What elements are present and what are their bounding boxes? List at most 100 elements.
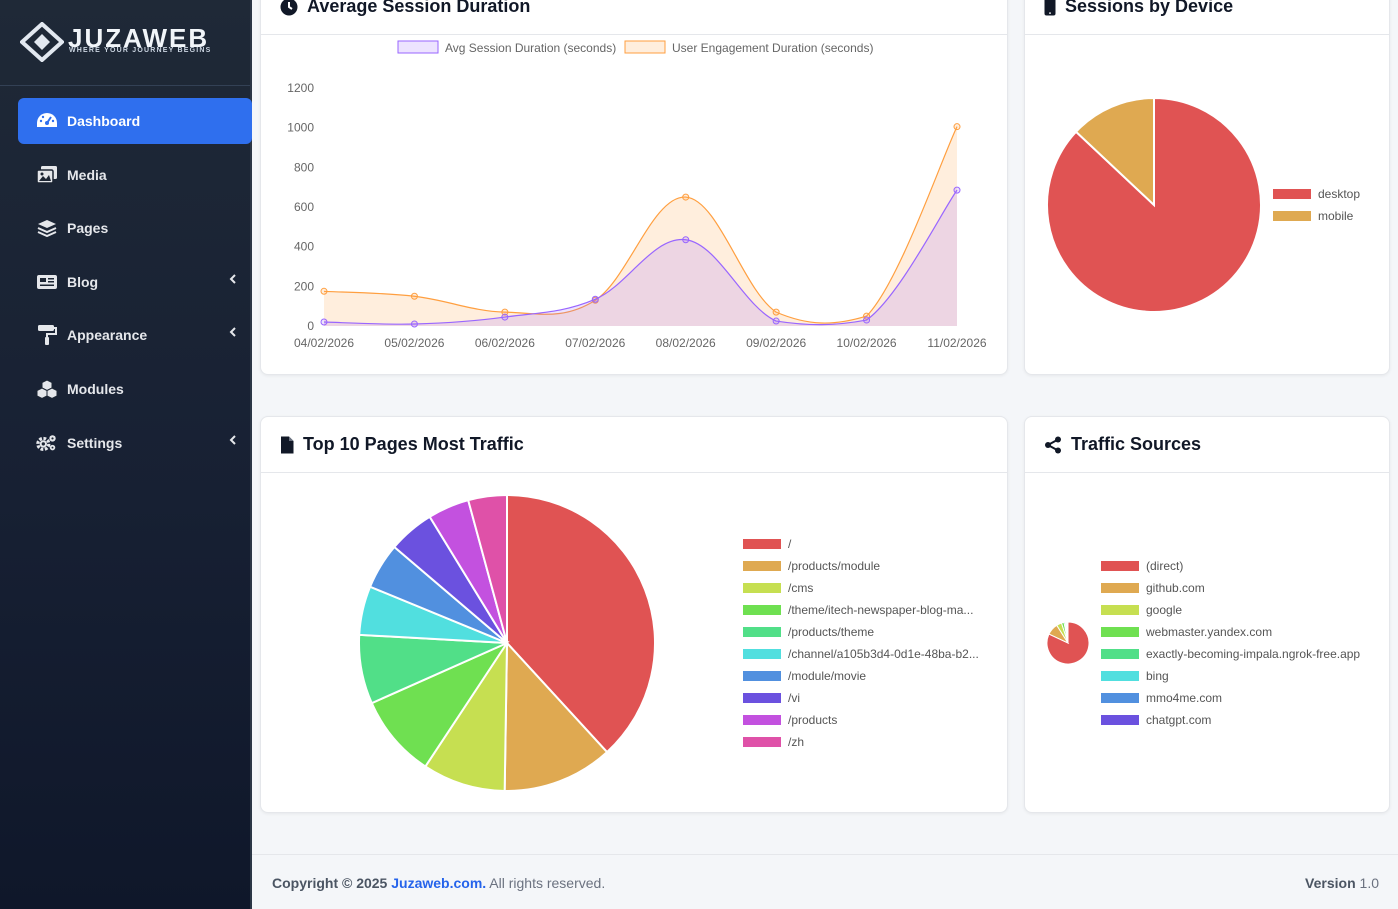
legend-item-products-theme[interactable]: /products/theme <box>743 625 874 639</box>
legend-item-mobile[interactable]: mobile <box>1273 209 1353 223</box>
legend-label: /zh <box>788 735 805 749</box>
legend-swatch <box>743 693 781 703</box>
legend-label: desktop <box>1318 187 1361 201</box>
legend-item-vi[interactable]: /vi <box>743 691 800 705</box>
pie-slice-cms[interactable] <box>423 639 509 792</box>
legend-swatch <box>1101 583 1139 593</box>
engagement-point[interactable] <box>410 292 418 300</box>
legend-label: /vi <box>788 691 800 705</box>
pie-slice-mobile[interactable] <box>1074 96 1155 208</box>
card-title: Top 10 Pages Most Traffic <box>303 434 524 454</box>
sidebar-item-settings[interactable]: Settings <box>18 420 252 466</box>
legend-item-zh[interactable]: /zh <box>743 735 804 749</box>
avg-session-point[interactable] <box>682 236 690 244</box>
sidebar-item-media[interactable]: Media <box>18 152 252 198</box>
legend-label: github.com <box>1146 581 1205 595</box>
legend-item-theme-itech-newspaper-blog-ma[interactable]: /theme/itech-newspaper-blog-ma... <box>743 603 973 617</box>
pie-slice-zh[interactable] <box>466 493 508 644</box>
legend-item-products-module[interactable]: /products/module <box>743 559 880 573</box>
legend-label: /products/module <box>788 559 881 573</box>
pie-slice-products-module[interactable] <box>503 640 609 792</box>
legend-swatch <box>743 627 781 637</box>
avg-session-point[interactable] <box>863 316 871 324</box>
legend-item-mmo4me-com[interactable]: mmo4me.com <box>1101 691 1222 705</box>
legend-item-google[interactable]: google <box>1101 603 1182 617</box>
engagement-point[interactable] <box>772 308 780 316</box>
pie-slice-root[interactable] <box>506 493 656 754</box>
sidebar-item-pages[interactable]: Pages <box>18 205 252 251</box>
copyright-text: Copyright © 2025 <box>272 875 388 891</box>
legend-label: (direct) <box>1146 559 1184 573</box>
brand-name: JUZAWEB <box>68 23 210 53</box>
legend-swatch <box>743 671 781 681</box>
sidebar-item-blog[interactable]: Blog <box>18 259 252 305</box>
sidebar-item-label: Media <box>67 166 107 183</box>
legend-label: /theme/itech-newspaper-blog-ma... <box>788 603 974 617</box>
engagement-line <box>323 126 958 324</box>
legend-item-root[interactable]: / <box>743 537 791 551</box>
card-header: Top 10 Pages Most Traffic <box>261 417 1007 473</box>
version-label: Version <box>1305 875 1356 891</box>
legend-label: webmaster.yandex.com <box>1146 625 1273 639</box>
legend-swatch <box>1101 627 1139 637</box>
site-link[interactable]: Juzaweb.com. <box>391 875 487 891</box>
legend-item-exactly-becoming-impala-ngrok-free-app[interactable]: exactly-becoming-impala.ngrok-free.app <box>1101 647 1360 661</box>
legend-label: google <box>1146 603 1183 617</box>
engagement-point[interactable] <box>320 287 328 295</box>
traffic-sources-pie-chart <box>1046 621 1090 665</box>
legend-swatch <box>1101 671 1139 681</box>
sidebar-item-dashboard[interactable]: Dashboard <box>18 98 252 144</box>
legend-avg-session-label[interactable]: Avg Session Duration (seconds) <box>445 41 616 55</box>
legend-swatch <box>743 649 781 659</box>
legend-swatch <box>743 539 781 549</box>
engagement-point[interactable] <box>501 308 509 316</box>
legend-item-bing[interactable]: bing <box>1101 669 1169 683</box>
x-tick-label: 07/02/2026 <box>565 336 625 350</box>
legend-swatch <box>1101 605 1139 615</box>
sidebar-item-appearance[interactable]: Appearance <box>18 312 252 358</box>
pie-slice-theme-itech-newspaper-blog-ma[interactable] <box>370 640 510 768</box>
x-tick-label: 10/02/2026 <box>837 336 897 350</box>
avg-session-point[interactable] <box>501 313 509 321</box>
legend-item-cms[interactable]: /cms <box>743 581 813 595</box>
avg-session-point[interactable] <box>953 186 961 194</box>
pie-slice-chatgpt-com[interactable] <box>1066 621 1069 644</box>
legend-item-channel-a105b3d4-0d1e-48ba-b2[interactable]: /channel/a105b3d4-0d1e-48ba-b2... <box>743 647 979 661</box>
chevron-left-icon <box>229 274 236 284</box>
traffic-sources-card: Traffic Sources (direct) github.com google… <box>1024 416 1390 813</box>
cubes-icon <box>36 378 58 400</box>
engagement-point[interactable] <box>682 193 690 201</box>
avg-session-point[interactable] <box>772 317 780 325</box>
logo-icon <box>20 22 64 62</box>
y-tick-label: 800 <box>294 160 314 174</box>
legend-engagement-swatch[interactable] <box>624 40 666 54</box>
sidebar-item-label: Blog <box>67 273 99 290</box>
legend-item-products[interactable]: /products <box>743 713 837 727</box>
legend-item-desktop[interactable]: desktop <box>1273 187 1360 201</box>
avg-session-point[interactable] <box>410 320 418 328</box>
brand[interactable]: JUZAWEB WHERE YOUR JOURNEY BEGINS <box>0 0 250 86</box>
sidebar-item-label: Dashboard <box>67 113 141 129</box>
avg-session-point[interactable] <box>591 295 599 303</box>
share-icon <box>1044 436 1062 454</box>
engagement-point[interactable] <box>953 123 961 131</box>
layers-icon <box>36 217 58 239</box>
sidebar-item-label: Appearance <box>67 327 148 344</box>
legend-swatch <box>1101 693 1139 703</box>
legend-item-webmaster-yandex-com[interactable]: webmaster.yandex.com <box>1101 625 1272 639</box>
chevron-left-icon <box>229 434 236 445</box>
legend-item-github-com[interactable]: github.com <box>1101 581 1205 595</box>
avg-session-point[interactable] <box>320 318 328 326</box>
legend-item-module-movie[interactable]: /module/movie <box>743 669 866 683</box>
legend-item-direct[interactable]: (direct) <box>1101 559 1183 573</box>
legend-avg-session-swatch[interactable] <box>397 40 439 54</box>
y-tick-label: 1000 <box>287 121 314 135</box>
y-tick-label: 200 <box>294 279 314 293</box>
sidebar-item-modules[interactable]: Modules <box>18 366 252 412</box>
legend-label: /channel/a105b3d4-0d1e-48ba-b2... <box>788 647 979 661</box>
y-tick-label: 0 <box>307 319 314 333</box>
y-tick-label: 400 <box>294 240 314 254</box>
legend-item-chatgpt-com[interactable]: chatgpt.com <box>1101 713 1211 727</box>
card-title: Traffic Sources <box>1071 434 1202 454</box>
legend-engagement-label[interactable]: User Engagement Duration (seconds) <box>672 41 873 55</box>
